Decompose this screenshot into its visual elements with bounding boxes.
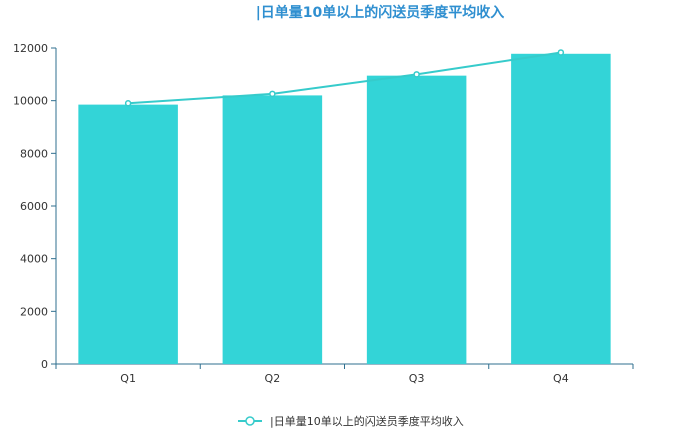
y-tick-label: 8000 <box>20 147 48 160</box>
x-tick-label: Q2 <box>265 372 281 385</box>
line-point[interactable] <box>124 100 132 107</box>
bar[interactable] <box>366 75 467 365</box>
bar[interactable] <box>511 53 611 364</box>
y-tick-label: 12000 <box>13 42 48 55</box>
bar[interactable] <box>78 104 178 364</box>
legend-marker-icon <box>245 416 255 426</box>
bar[interactable] <box>222 95 323 365</box>
bar-series <box>78 53 611 365</box>
legend-label: |日单量10单以上的闪送员季度平均收入 <box>270 414 464 428</box>
chart-title: |日单量10单以上的闪送员季度平均收入 <box>256 4 505 21</box>
line-point[interactable] <box>269 90 276 98</box>
x-tick-label: Q4 <box>553 372 569 385</box>
y-tick-label: 10000 <box>13 95 48 108</box>
line-point[interactable] <box>557 49 565 56</box>
series-line <box>128 51 562 105</box>
axes: 0 2000 4000 6000 8000 10000 12000 Q1 Q2 Q3 Q4 <box>13 42 634 385</box>
y-tick-label: 6000 <box>20 200 48 213</box>
line-series <box>124 49 565 107</box>
y-tick-label: 2000 <box>20 305 48 318</box>
legend[interactable]: |日单量10单以上的闪送员季度平均收入 <box>238 414 464 428</box>
x-tick-label: Q1 <box>120 372 136 385</box>
y-tick-label: 0 <box>41 358 48 371</box>
y-tick-label: 4000 <box>20 253 48 266</box>
line-point[interactable] <box>413 71 420 78</box>
x-tick-label: Q3 <box>409 372 425 385</box>
